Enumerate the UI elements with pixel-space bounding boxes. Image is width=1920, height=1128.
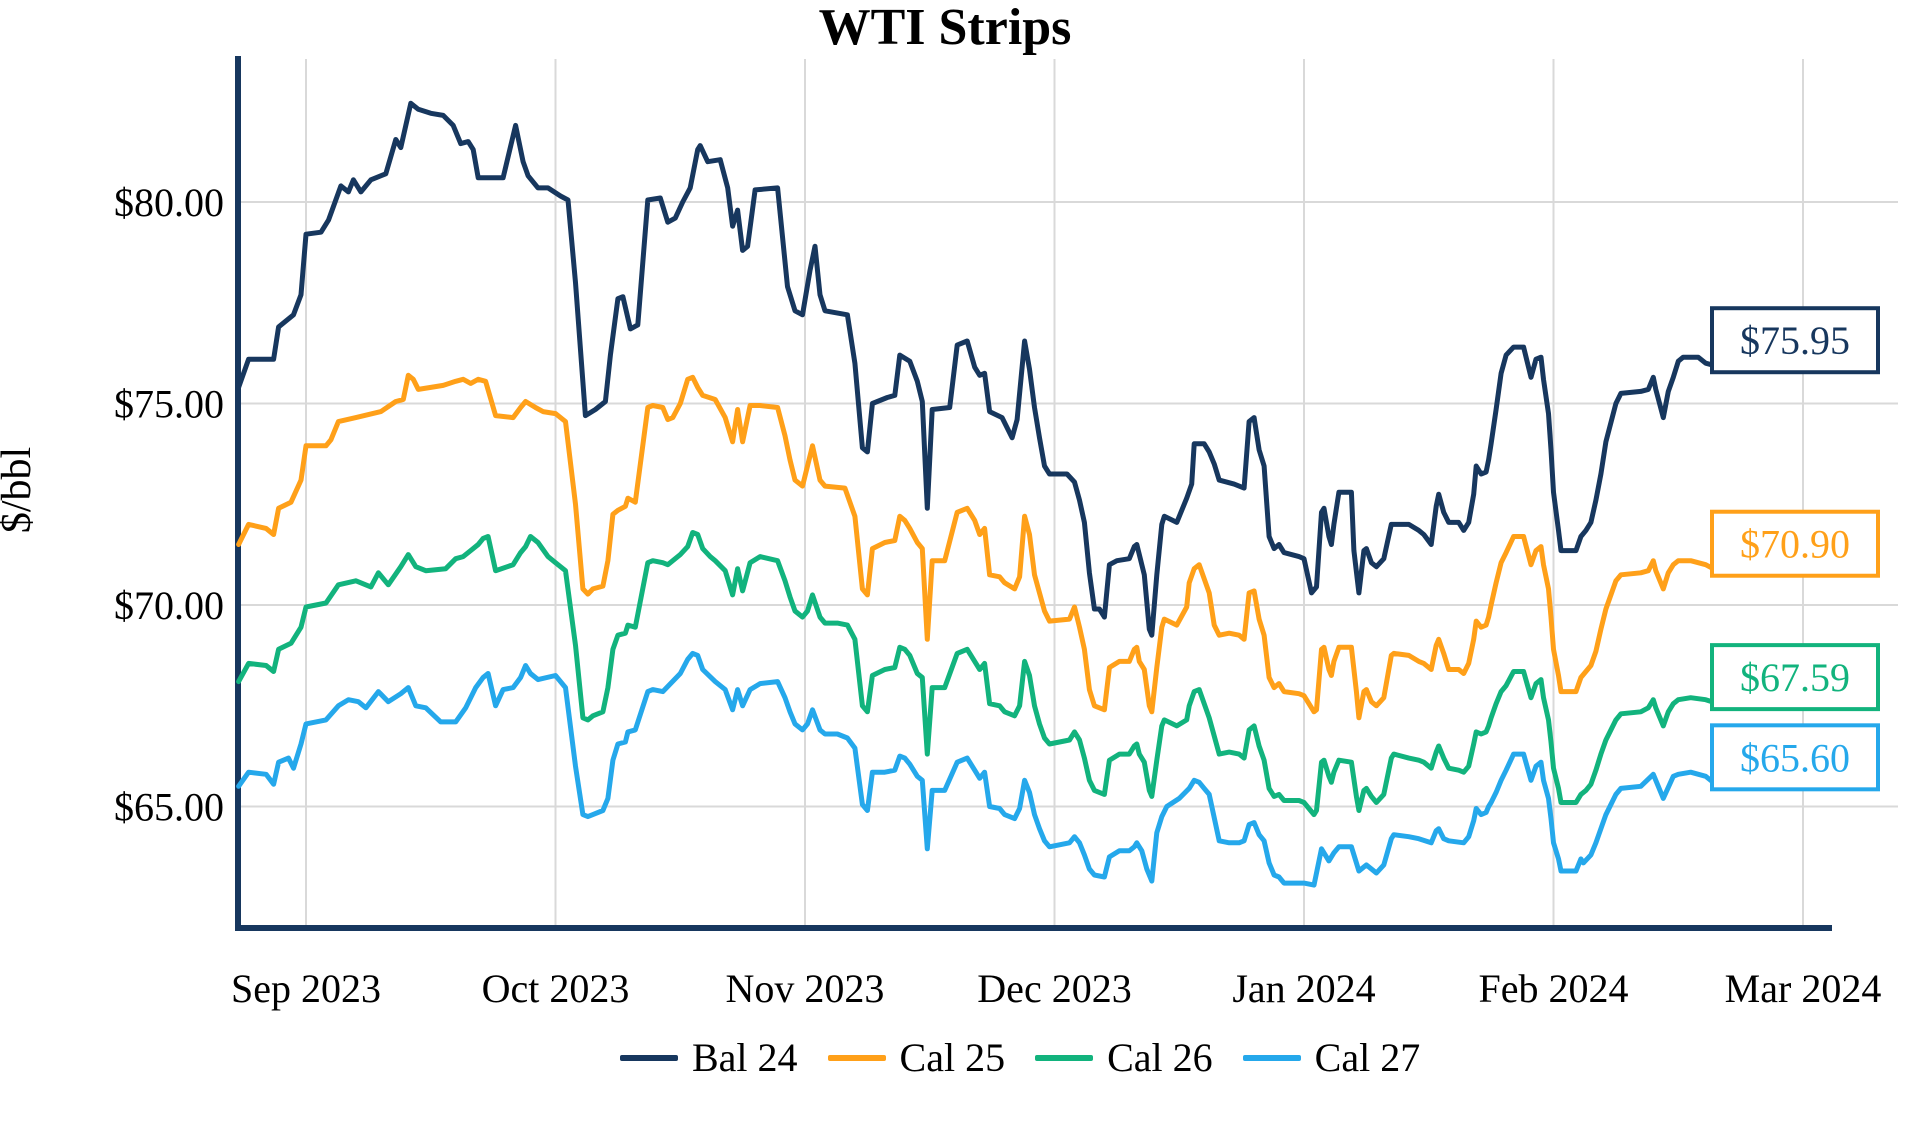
legend-swatch-icon (827, 1055, 886, 1061)
end-label-text: $67.59 (1740, 655, 1850, 700)
legend-swatch-icon (1242, 1055, 1301, 1061)
y-tick-label: $65.00 (114, 785, 224, 830)
end-value-labels: $75.95 $70.90 $67.59 $65.60 (1710, 306, 1880, 792)
legend-label: Cal 25 (899, 1035, 1006, 1080)
legend-label: Cal 26 (1107, 1035, 1213, 1080)
end-label-box (1710, 643, 1880, 712)
series-line-bal-24 (236, 100, 1716, 638)
x-tick-label: Feb 2024 (1479, 966, 1629, 1011)
y-axis-title: $/bbl (0, 447, 40, 533)
end-label-box (1710, 723, 1880, 792)
legend-items: Bal 24 Cal 25 Cal 26 Cal 27 (620, 1038, 1420, 1078)
y-tick-label: $70.00 (114, 583, 224, 628)
chart-legend: Bal 24 Cal 25 Cal 26 Cal 27 (165, 1038, 1920, 1078)
y-tick-label: $80.00 (114, 180, 224, 225)
legend-label: Cal 27 (1314, 1035, 1421, 1080)
end-label-text: $70.90 (1740, 522, 1850, 567)
end-label-text: $65.60 (1740, 735, 1850, 780)
legend-label: Bal 24 (692, 1035, 798, 1080)
end-label-text: $75.95 (1740, 318, 1850, 363)
series-line-cal-27 (236, 650, 1716, 888)
series-line-cal-26 (236, 530, 1716, 818)
x-tick-label: Nov 2023 (726, 966, 885, 1011)
end-label-box (1710, 509, 1880, 578)
legend-item-cal-25: Cal 25 (827, 1035, 1006, 1080)
legend-item-cal-26: Cal 26 (1035, 1038, 1213, 1078)
x-tick-label: Oct 2023 (482, 966, 630, 1011)
y-tick-label: $75.00 (114, 382, 224, 427)
legend-swatch-icon (620, 1055, 678, 1061)
axis-labels: $80.00 $75.00 $70.00 $65.00 Sep 2023 Oct 2023… (114, 180, 1881, 1011)
legend-item-cal-27: Cal 27 (1242, 1035, 1421, 1080)
series-lines (236, 100, 1716, 888)
x-tick-label: Mar 2024 (1725, 966, 1882, 1011)
legend-item-bal-24: Bal 24 (620, 1038, 798, 1078)
chart-title: WTI Strips (819, 0, 1072, 56)
x-tick-label: Dec 2023 (977, 966, 1131, 1011)
gridlines (238, 59, 1898, 928)
legend-swatch-icon (1035, 1055, 1094, 1061)
series-line-cal-25 (236, 372, 1716, 721)
x-tick-label: Sep 2023 (231, 966, 381, 1011)
x-tick-label: Jan 2024 (1232, 966, 1375, 1011)
end-label-box (1710, 306, 1880, 375)
